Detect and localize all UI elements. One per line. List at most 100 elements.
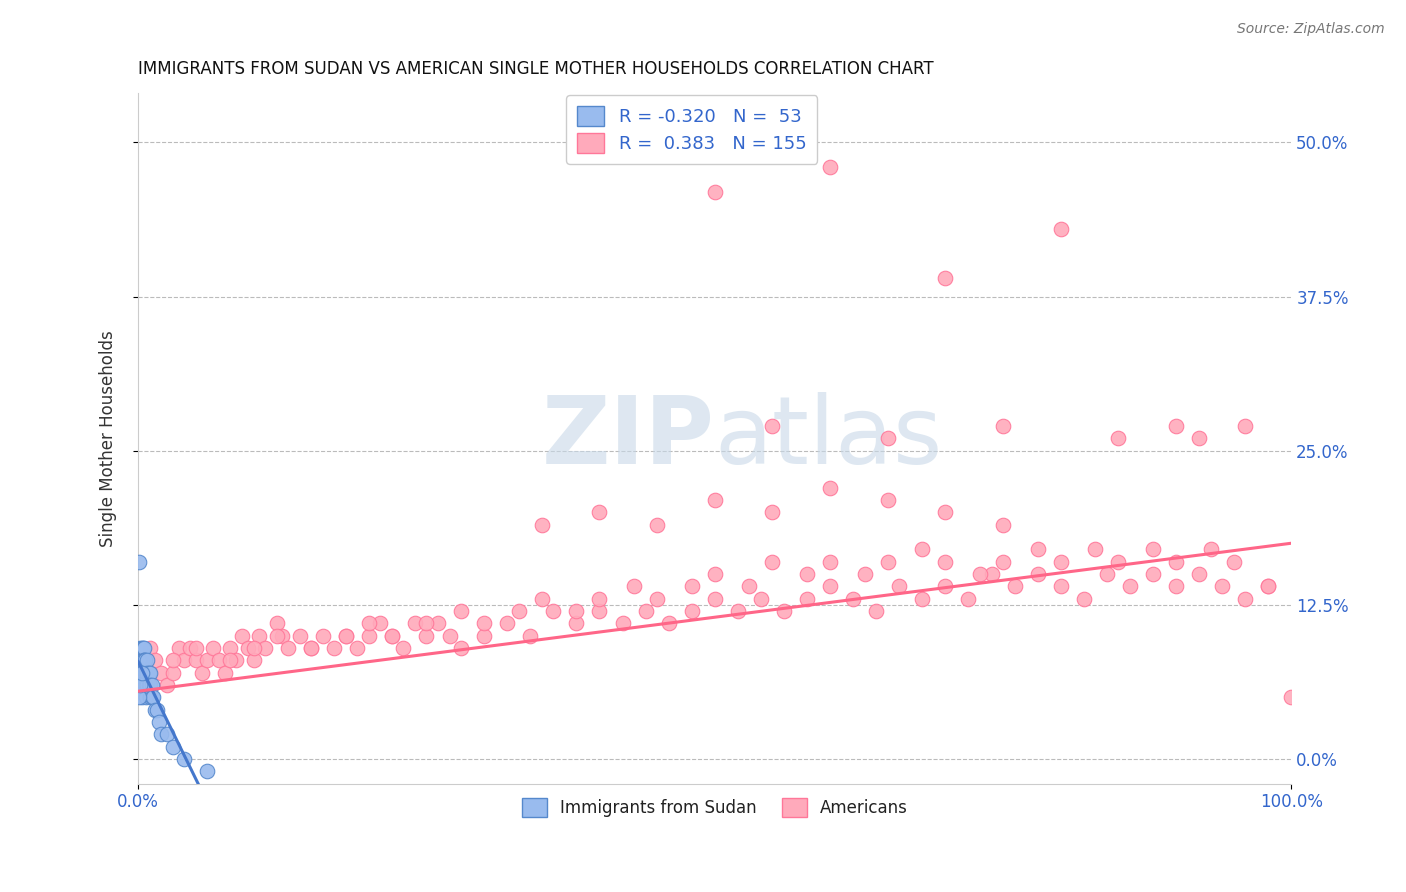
Point <box>134 665 156 680</box>
Point <box>727 604 749 618</box>
Point <box>242 653 264 667</box>
Point <box>145 653 167 667</box>
Point <box>1049 221 1071 235</box>
Point <box>1026 542 1049 557</box>
Point <box>1234 419 1257 434</box>
Point <box>1164 555 1187 569</box>
Point <box>132 641 155 656</box>
Point <box>934 555 956 569</box>
Point <box>335 629 357 643</box>
Point <box>1142 542 1164 557</box>
Point <box>853 567 876 582</box>
Point <box>173 752 195 766</box>
Point <box>1164 579 1187 593</box>
Point <box>876 493 898 508</box>
Point <box>150 665 173 680</box>
Point <box>645 517 668 532</box>
Point <box>703 493 725 508</box>
Point <box>132 678 155 692</box>
Point <box>645 591 668 606</box>
Point <box>148 714 170 729</box>
Point <box>219 653 242 667</box>
Point <box>142 690 165 705</box>
Point <box>145 703 167 717</box>
Point <box>131 678 153 692</box>
Point <box>132 665 155 680</box>
Point <box>1257 579 1279 593</box>
Point <box>370 616 392 631</box>
Point <box>208 653 231 667</box>
Point <box>439 629 461 643</box>
Point <box>132 641 155 656</box>
Point <box>288 629 311 643</box>
Point <box>132 678 155 692</box>
Point <box>323 641 346 656</box>
Point <box>543 604 565 618</box>
Point <box>231 629 253 643</box>
Point <box>136 678 159 692</box>
Point <box>623 579 645 593</box>
Point <box>254 641 277 656</box>
Point <box>450 641 472 656</box>
Point <box>865 604 887 618</box>
Point <box>1049 579 1071 593</box>
Point <box>131 690 153 705</box>
Point <box>1234 591 1257 606</box>
Point <box>1199 542 1222 557</box>
Point <box>818 160 841 174</box>
Point <box>404 616 426 631</box>
Point <box>1279 690 1302 705</box>
Point <box>136 665 159 680</box>
Point <box>496 616 519 631</box>
Point <box>658 616 681 631</box>
Point <box>162 739 184 754</box>
Point <box>138 665 160 680</box>
Point <box>135 690 157 705</box>
Point <box>202 641 225 656</box>
Point <box>247 629 270 643</box>
Point <box>179 641 201 656</box>
Point <box>129 665 152 680</box>
Point <box>1107 555 1129 569</box>
Legend: Immigrants from Sudan, Americans: Immigrants from Sudan, Americans <box>515 792 914 823</box>
Point <box>773 604 796 618</box>
Point <box>1073 591 1095 606</box>
Point <box>508 604 530 618</box>
Point <box>703 567 725 582</box>
Point <box>934 271 956 285</box>
Point <box>128 690 150 705</box>
Point <box>346 641 368 656</box>
Text: Source: ZipAtlas.com: Source: ZipAtlas.com <box>1237 22 1385 37</box>
Point <box>634 604 657 618</box>
Point <box>131 665 153 680</box>
Point <box>129 653 152 667</box>
Point <box>129 641 152 656</box>
Point <box>934 579 956 593</box>
Point <box>957 591 980 606</box>
Point <box>129 678 152 692</box>
Point <box>818 579 841 593</box>
Point <box>889 579 911 593</box>
Point <box>195 653 218 667</box>
Point <box>818 481 841 495</box>
Text: ZIP: ZIP <box>541 392 714 484</box>
Point <box>299 641 322 656</box>
Point <box>681 579 703 593</box>
Point <box>132 653 155 667</box>
Point <box>138 665 160 680</box>
Point <box>1004 579 1026 593</box>
Point <box>131 665 153 680</box>
Point <box>530 517 553 532</box>
Point <box>141 690 163 705</box>
Point <box>299 641 322 656</box>
Point <box>1222 555 1244 569</box>
Point <box>1084 542 1107 557</box>
Point <box>141 678 163 692</box>
Point <box>761 505 783 519</box>
Point <box>219 641 242 656</box>
Point <box>796 567 818 582</box>
Point <box>135 678 157 692</box>
Point <box>162 665 184 680</box>
Point <box>588 505 610 519</box>
Point <box>1026 567 1049 582</box>
